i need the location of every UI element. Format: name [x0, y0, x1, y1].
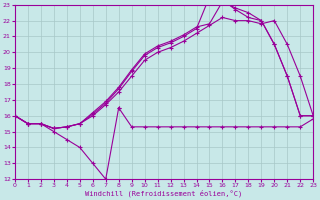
X-axis label: Windchill (Refroidissement éolien,°C): Windchill (Refroidissement éolien,°C): [85, 190, 243, 197]
